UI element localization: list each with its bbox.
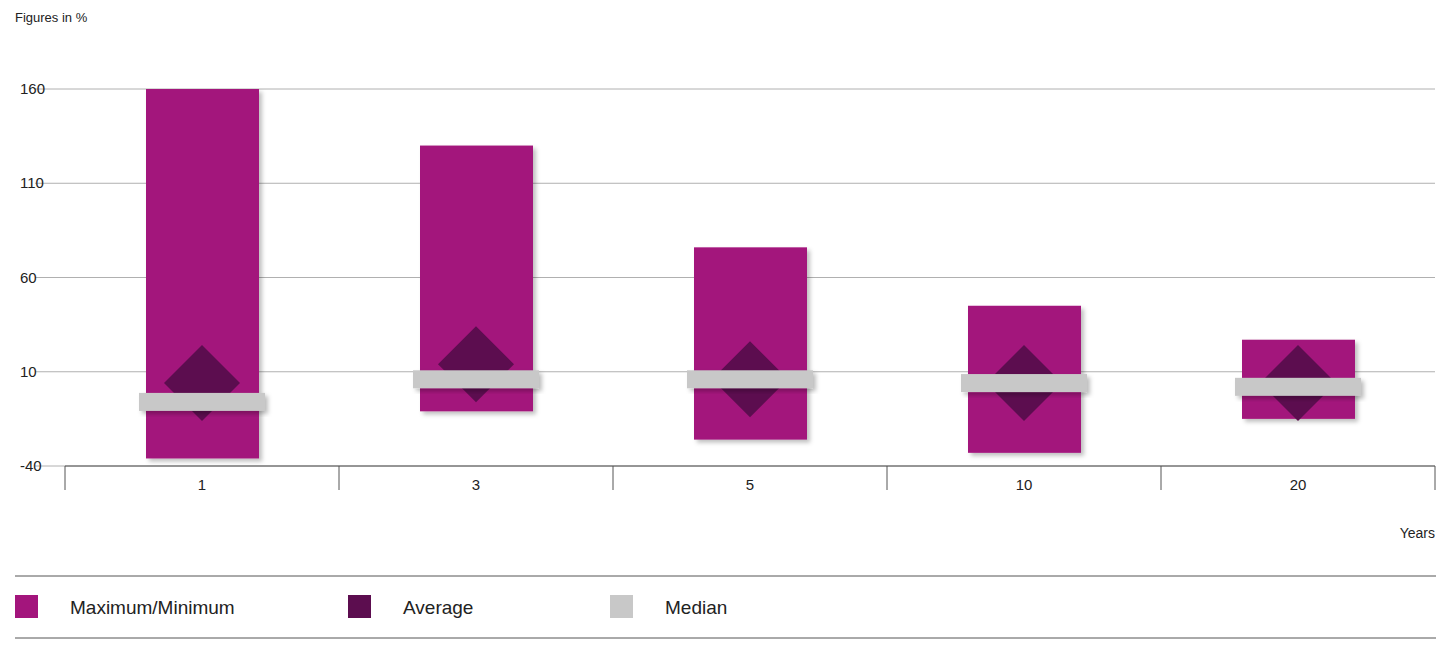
range-bar xyxy=(694,247,807,439)
x-tick-label: 1 xyxy=(198,476,206,493)
median-marker xyxy=(1235,378,1361,396)
y-tick-label: -40 xyxy=(20,457,42,474)
chart: Figures in % -40 10 60 110 160 1 3 5 10 20 Years Max… xyxy=(0,0,1456,649)
x-axis-label: Years xyxy=(1400,525,1435,541)
category-separator xyxy=(65,466,66,490)
legend-swatch xyxy=(610,595,633,618)
x-axis-line xyxy=(65,466,1435,467)
grid-line xyxy=(35,466,1435,467)
x-tick-label: 5 xyxy=(746,476,754,493)
legend-rule xyxy=(15,576,1436,577)
median-marker xyxy=(139,393,265,411)
category-separator xyxy=(887,466,888,490)
y-tick-label: 110 xyxy=(20,174,44,191)
y-tick-label: 160 xyxy=(20,80,45,97)
x-tick-label: 3 xyxy=(472,476,480,493)
median-marker xyxy=(961,374,1087,392)
median-marker xyxy=(413,370,539,388)
average-marker xyxy=(438,326,514,402)
marks xyxy=(139,89,1361,458)
y-tick-label: 10 xyxy=(20,363,37,380)
category-separator xyxy=(1161,466,1162,490)
legend-swatch xyxy=(15,595,38,618)
y-tick-label: 60 xyxy=(20,269,37,286)
median-marker xyxy=(687,370,813,388)
legend-label: Median xyxy=(665,597,727,618)
legend-label: Average xyxy=(403,597,473,618)
x-tick-label: 10 xyxy=(1016,476,1033,493)
legend-rule xyxy=(15,638,1436,639)
legend-label: Maximum/Minimum xyxy=(70,597,235,618)
subtitle: Figures in % xyxy=(15,10,88,25)
legend-swatch xyxy=(348,595,371,618)
category-separator xyxy=(339,466,340,490)
category-separator xyxy=(1435,466,1436,490)
category-separator xyxy=(613,466,614,490)
x-tick-label: 20 xyxy=(1290,476,1307,493)
